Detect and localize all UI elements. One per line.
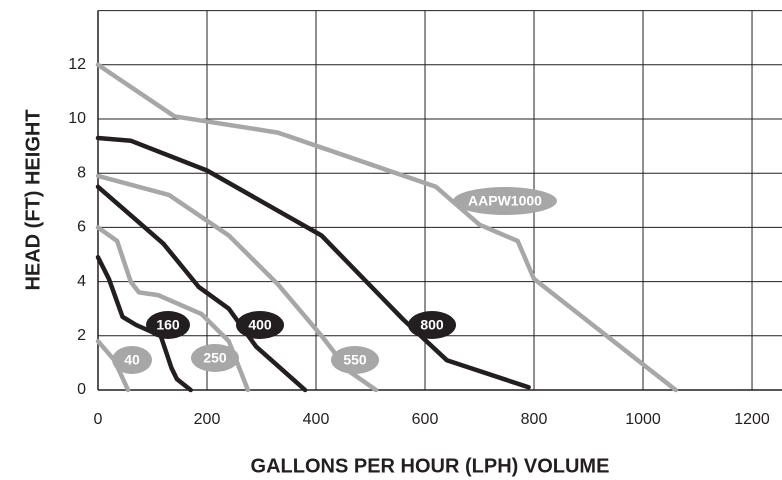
legend-label: 800 <box>420 317 444 333</box>
x-tick-label: 0 <box>94 411 103 428</box>
x-tick-label: 200 <box>194 411 221 428</box>
x-axis-title: GALLONS PER HOUR (LPH) VOLUME <box>251 455 610 477</box>
curve-badge <box>453 187 557 215</box>
y-tick-label: 8 <box>77 164 86 181</box>
pump-curve <box>95 225 251 393</box>
y-tick-label: 12 <box>68 56 86 73</box>
pump-curve <box>95 135 531 390</box>
y-tick-label: 4 <box>77 273 86 290</box>
x-tick-label: 600 <box>412 411 439 428</box>
x-tick-label: 1000 <box>625 411 661 428</box>
legend-label: AAPW1000 <box>468 193 542 209</box>
y-tick-label: 6 <box>77 219 86 236</box>
y-tick-label: 2 <box>77 327 86 344</box>
pump-curve <box>95 184 308 393</box>
legend-label: 40 <box>124 352 140 368</box>
x-tick-label: 800 <box>521 411 548 428</box>
y-axis-title: HEAD (FT) HEIGHT <box>22 109 44 290</box>
x-tick-label: 1200 <box>734 411 770 428</box>
curve-badge <box>191 344 239 372</box>
legend-label: 250 <box>203 350 227 366</box>
curve-badge <box>331 346 379 374</box>
curve-badge <box>408 311 456 339</box>
legend-label: 160 <box>156 317 180 333</box>
curve-badge <box>236 311 284 339</box>
curve-badge <box>146 311 190 339</box>
legend-label: 400 <box>248 317 272 333</box>
legend-label: 550 <box>343 352 367 368</box>
x-tick-label: 400 <box>303 411 330 428</box>
curve-badge <box>112 346 152 374</box>
y-tick-label: 10 <box>68 110 86 127</box>
y-tick-label: 0 <box>77 381 86 398</box>
